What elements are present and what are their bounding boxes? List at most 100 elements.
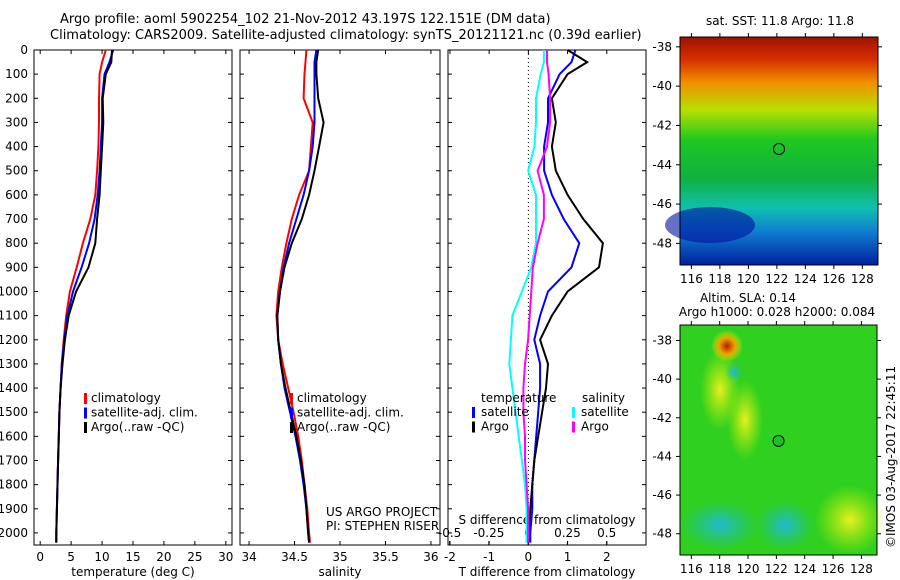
y-tick-label: 800 <box>5 236 28 250</box>
x-tick-label: -1 <box>483 550 495 564</box>
y-tick-label: 1800 <box>0 478 28 492</box>
x-tick-label: 120 <box>737 562 760 576</box>
legend-label: satellite-adj. clim. <box>297 406 404 420</box>
legend-title: temperature <box>481 391 556 405</box>
y-tick-label: 1500 <box>0 405 28 419</box>
x2-tick-label: 0.5 <box>597 526 616 540</box>
series-line-s-argo <box>522 50 552 543</box>
y-tick-label: -44 <box>652 158 672 172</box>
sla-patch <box>727 380 763 460</box>
legend-swatch <box>572 407 575 418</box>
watermark: ©IMOS 03-Aug-2017 22:45:11 <box>884 365 898 548</box>
x-tick-label: 0 <box>36 550 44 564</box>
series-line-satellite-adj-clim- <box>276 49 318 543</box>
legend-swatch <box>84 393 87 404</box>
x2-axis-label: S difference from climatology <box>459 513 636 527</box>
y-tick-label: -48 <box>652 236 672 250</box>
x-axis-label: salinity <box>318 565 361 579</box>
salinity-profile: 34 34.5 35 35.5 36 salinity climatologysatelli… <box>239 49 441 579</box>
y-tick-label: 1400 <box>0 381 28 395</box>
x-tick-label: 2 <box>603 550 611 564</box>
x-tick-label: 15 <box>125 550 140 564</box>
argo-location-marker <box>773 142 786 155</box>
legend-label: Argo <box>481 420 509 434</box>
x2-tick-label: -0.25 <box>473 526 504 540</box>
sla-map <box>679 324 885 556</box>
title-line-1: Argo profile: aoml 5902254_102 21-Nov-20… <box>60 12 551 27</box>
x-tick-label: 35.5 <box>372 550 399 564</box>
x-tick-label: 36 <box>423 550 438 564</box>
x-axis-label: temperature (deg C) <box>71 565 194 579</box>
sla-map-axes: 116 118 120 122 124 126 128 -38 -40 -42 -44 -46 -48 A… <box>652 291 881 576</box>
y-tick-label: -44 <box>652 449 672 463</box>
y-tick-label: 0 <box>20 43 28 57</box>
y-tick-label: -38 <box>652 333 672 347</box>
legend-swatch <box>572 421 575 433</box>
x-tick-label: 124 <box>794 272 817 286</box>
y-tick-label: -42 <box>652 411 672 425</box>
panel-frame <box>33 49 233 546</box>
legend-label: satellite-adj. clim. <box>91 406 198 420</box>
x-tick-label: 10 <box>94 550 109 564</box>
sla-map-frame <box>679 324 878 556</box>
temperature-profile: 0100200300400500600700800900100011001200… <box>0 43 233 579</box>
series-line-satellite-adj-clim- <box>55 49 115 543</box>
legend-label: Argo(..raw -QC) <box>91 420 184 434</box>
y-tick-label: -40 <box>652 79 672 93</box>
series-line-climatology <box>275 49 314 543</box>
y-tick-label: 500 <box>5 164 28 178</box>
legend-swatch <box>84 407 87 419</box>
difference-profile: -2 -1 0 1 2T difference from climatology -0.5… <box>438 49 647 579</box>
x-tick-label: 118 <box>708 562 731 576</box>
x-tick-label: 126 <box>822 562 845 576</box>
sla-patch <box>755 500 815 550</box>
y-tick-label: 1700 <box>0 453 28 467</box>
x-tick-label: 1 <box>564 550 572 564</box>
sst-map <box>665 36 879 266</box>
y-tick-label: -48 <box>652 527 672 541</box>
legend-title: salinity <box>582 391 625 405</box>
title-line-2: Climatology: CARS2009. Satellite-adjuste… <box>50 28 642 43</box>
legend-swatch <box>472 407 475 418</box>
y-tick-label: 100 <box>5 67 28 81</box>
y-tick-label: -46 <box>652 197 672 211</box>
y-tick-label: 300 <box>5 115 28 129</box>
y-tick-label: 1600 <box>0 429 28 443</box>
y-tick-label: 1100 <box>0 309 28 323</box>
y-tick-label: 700 <box>5 212 28 226</box>
x-tick-label: 34.5 <box>281 550 308 564</box>
y-tick-label: -38 <box>652 40 672 54</box>
argo-location-marker <box>772 434 785 447</box>
x-axis-label: T difference from climatology <box>458 565 636 579</box>
series-line-argo-raw-qc- <box>276 49 325 543</box>
x-tick-label: 25 <box>187 550 202 564</box>
x-tick-label: 116 <box>680 272 703 286</box>
sst-cold-patch <box>665 207 755 243</box>
sla-patch <box>680 500 760 550</box>
x-tick-label: 120 <box>737 272 760 286</box>
y-tick-label: 200 <box>5 91 28 105</box>
x-tick-label: 20 <box>156 550 171 564</box>
legend-swatch <box>84 422 87 433</box>
x-tick-label: 124 <box>793 562 816 576</box>
y-tick-label: 1200 <box>0 333 28 347</box>
x-tick-label: 128 <box>850 562 873 576</box>
legend-label: climatology <box>297 391 367 405</box>
x-tick-label: 116 <box>680 562 703 576</box>
legend-swatch <box>290 393 293 404</box>
x2-tick-label: 0.25 <box>554 526 581 540</box>
map-title: Altim. SLA: 0.14 <box>700 291 796 305</box>
y-tick-label: 600 <box>5 188 28 202</box>
legend-label: Argo(..raw -QC) <box>297 420 390 434</box>
sst-map-axes: 116 118 120 122 124 126 128 -38 -40 -42 -44 -46 -48 s… <box>652 14 882 286</box>
y-tick-label: -42 <box>652 118 672 132</box>
x-tick-label: 0 <box>525 550 533 564</box>
y-tick-label: 2000 <box>0 526 28 540</box>
x-tick-label: 126 <box>822 272 845 286</box>
legend-label: satellite <box>481 405 529 419</box>
legend-label: Argo <box>581 420 609 434</box>
y-tick-label: 1300 <box>0 357 28 371</box>
credit-pi: PI: STEPHEN RISER <box>326 519 440 533</box>
y-tick-label: 1000 <box>0 284 28 298</box>
